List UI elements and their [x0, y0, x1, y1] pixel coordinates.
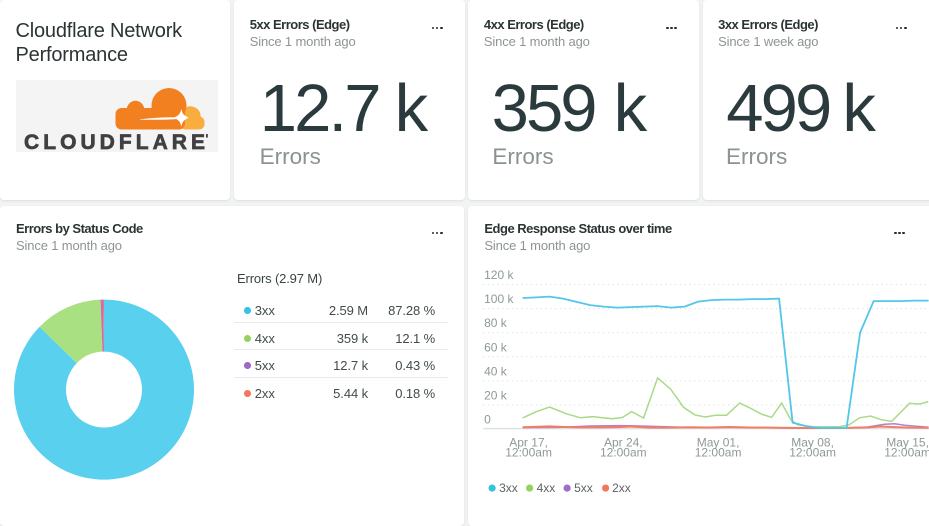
svg-text:80 k: 80 k — [484, 317, 508, 331]
svg-text:60 k: 60 k — [484, 341, 508, 355]
svg-text:Apr 24,: Apr 24, — [604, 436, 643, 450]
svg-text:120 k: 120 k — [484, 268, 514, 282]
svg-text:100 k: 100 k — [484, 292, 514, 306]
svg-text:2xx: 2xx — [612, 481, 631, 495]
svg-text:12:00am: 12:00am — [600, 446, 647, 460]
svg-text:May 01,: May 01, — [697, 436, 740, 450]
svg-text:May 08,: May 08, — [792, 436, 835, 450]
svg-text:May 15,: May 15, — [887, 436, 929, 450]
svg-text:12:00am: 12:00am — [790, 446, 837, 460]
svg-text:12:00am: 12:00am — [695, 446, 742, 460]
svg-text:5xx: 5xx — [574, 481, 593, 495]
svg-text:Apr 17,: Apr 17, — [510, 436, 549, 450]
svg-text:0: 0 — [484, 413, 491, 427]
svg-text:CLOUDFLARE: CLOUDFLARE — [24, 131, 205, 152]
svg-text:12:00am: 12:00am — [506, 446, 553, 460]
svg-text:12:00am: 12:00am — [885, 446, 929, 460]
svg-text:20 k: 20 k — [484, 389, 508, 403]
svg-text:40 k: 40 k — [484, 365, 508, 379]
svg-text:4xx: 4xx — [537, 481, 556, 495]
svg-text:3xx: 3xx — [499, 481, 518, 495]
